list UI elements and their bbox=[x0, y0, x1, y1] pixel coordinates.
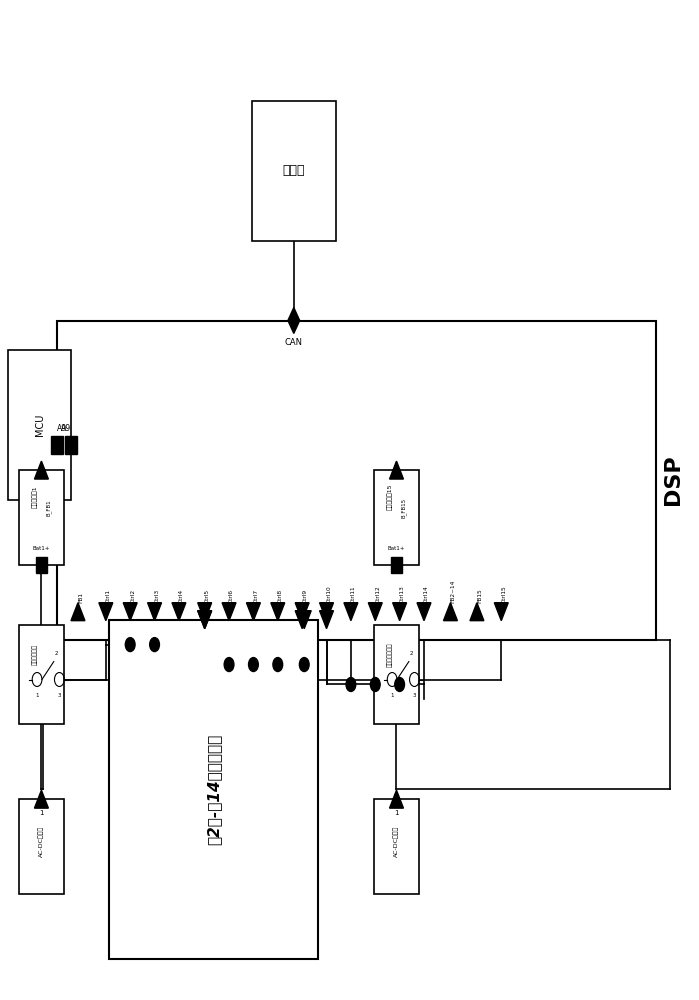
Polygon shape bbox=[271, 603, 284, 621]
Polygon shape bbox=[470, 603, 484, 621]
Polygon shape bbox=[288, 308, 300, 333]
Polygon shape bbox=[319, 603, 333, 621]
Polygon shape bbox=[443, 603, 457, 621]
Text: B_FB1: B_FB1 bbox=[45, 500, 51, 516]
Text: Ctrl1: Ctrl1 bbox=[106, 589, 111, 603]
Polygon shape bbox=[34, 461, 48, 479]
Text: 第十五电子开关: 第十五电子开关 bbox=[387, 642, 393, 667]
Text: Ctrl3: Ctrl3 bbox=[154, 589, 159, 603]
Bar bbox=[391, 557, 402, 573]
Text: Bat1+: Bat1+ bbox=[388, 546, 405, 551]
Text: Ctrl5: Ctrl5 bbox=[205, 589, 210, 603]
Text: 1: 1 bbox=[394, 810, 398, 816]
Text: 待充电电池15: 待充电电池15 bbox=[387, 483, 393, 510]
Circle shape bbox=[249, 658, 259, 672]
Text: Bat1+: Bat1+ bbox=[33, 546, 50, 551]
Text: 3: 3 bbox=[57, 693, 61, 698]
Text: 1: 1 bbox=[39, 810, 43, 816]
Text: 3: 3 bbox=[412, 693, 416, 698]
Text: A9: A9 bbox=[57, 424, 68, 433]
Text: 待充电电池1: 待充电电池1 bbox=[32, 485, 38, 508]
Circle shape bbox=[299, 658, 309, 672]
Polygon shape bbox=[297, 611, 311, 629]
Polygon shape bbox=[389, 790, 403, 808]
Text: Ctrl12: Ctrl12 bbox=[375, 585, 380, 603]
Polygon shape bbox=[222, 603, 236, 621]
Polygon shape bbox=[389, 461, 403, 479]
Polygon shape bbox=[99, 603, 113, 621]
Text: AC-DC变换器: AC-DC变换器 bbox=[38, 826, 44, 857]
Text: CAN: CAN bbox=[284, 338, 303, 347]
Polygon shape bbox=[344, 603, 358, 621]
Text: Ctrl15: Ctrl15 bbox=[501, 585, 506, 603]
Text: B_FB15: B_FB15 bbox=[401, 498, 406, 518]
Text: 上位机: 上位机 bbox=[282, 164, 305, 177]
Text: AC-DC变换器: AC-DC变换器 bbox=[394, 826, 399, 857]
Text: Ctrl10: Ctrl10 bbox=[326, 585, 331, 603]
Polygon shape bbox=[295, 603, 309, 621]
Polygon shape bbox=[494, 603, 508, 621]
Bar bbox=[19, 799, 64, 894]
Text: Ctrl2: Ctrl2 bbox=[130, 589, 135, 603]
Bar bbox=[374, 625, 419, 724]
Polygon shape bbox=[368, 603, 382, 621]
Polygon shape bbox=[198, 611, 212, 629]
Circle shape bbox=[395, 678, 405, 691]
Polygon shape bbox=[71, 603, 85, 621]
Polygon shape bbox=[198, 603, 212, 621]
Bar bbox=[374, 470, 419, 565]
Polygon shape bbox=[172, 603, 186, 621]
Text: Ctrl6: Ctrl6 bbox=[229, 589, 234, 603]
Circle shape bbox=[346, 678, 356, 691]
Text: A9: A9 bbox=[61, 424, 71, 433]
Bar bbox=[374, 799, 419, 894]
Bar bbox=[8, 350, 71, 500]
Polygon shape bbox=[123, 603, 137, 621]
Circle shape bbox=[224, 658, 234, 672]
Polygon shape bbox=[147, 603, 161, 621]
Text: Ctrl7: Ctrl7 bbox=[254, 589, 259, 603]
Circle shape bbox=[125, 638, 135, 652]
Polygon shape bbox=[295, 611, 309, 629]
Text: Ctrl8: Ctrl8 bbox=[278, 589, 283, 603]
Text: 2: 2 bbox=[410, 651, 413, 656]
Text: Ctrl13: Ctrl13 bbox=[400, 585, 405, 603]
Bar bbox=[65, 436, 78, 454]
Polygon shape bbox=[417, 603, 431, 621]
Text: 1: 1 bbox=[391, 693, 394, 698]
Text: FB15: FB15 bbox=[477, 588, 482, 603]
Bar bbox=[109, 620, 318, 959]
Text: Ctrl11: Ctrl11 bbox=[351, 585, 356, 603]
Polygon shape bbox=[198, 611, 212, 629]
Circle shape bbox=[150, 638, 159, 652]
Text: 第2组-第14组充电电路: 第2组-第14组充电电路 bbox=[206, 734, 222, 845]
Polygon shape bbox=[319, 611, 333, 629]
Bar bbox=[252, 101, 336, 241]
Polygon shape bbox=[247, 603, 261, 621]
Bar bbox=[19, 470, 64, 565]
Bar bbox=[57, 321, 656, 640]
Text: Ctrl4: Ctrl4 bbox=[179, 589, 184, 603]
Polygon shape bbox=[34, 790, 48, 808]
Text: DSP: DSP bbox=[663, 455, 683, 505]
Circle shape bbox=[273, 658, 282, 672]
Bar bbox=[51, 436, 64, 454]
Text: Ctrl14: Ctrl14 bbox=[424, 585, 429, 603]
Circle shape bbox=[370, 678, 380, 691]
Text: 2: 2 bbox=[55, 651, 58, 656]
Text: 第一电子开关: 第一电子开关 bbox=[32, 644, 38, 665]
Text: MCU: MCU bbox=[35, 414, 45, 436]
Text: Ctrl9: Ctrl9 bbox=[302, 589, 307, 603]
Bar bbox=[36, 557, 47, 573]
Text: 1: 1 bbox=[36, 693, 39, 698]
Text: FB1: FB1 bbox=[78, 592, 83, 603]
Polygon shape bbox=[393, 603, 407, 621]
Text: FB2~14: FB2~14 bbox=[450, 579, 456, 603]
Bar bbox=[19, 625, 64, 724]
